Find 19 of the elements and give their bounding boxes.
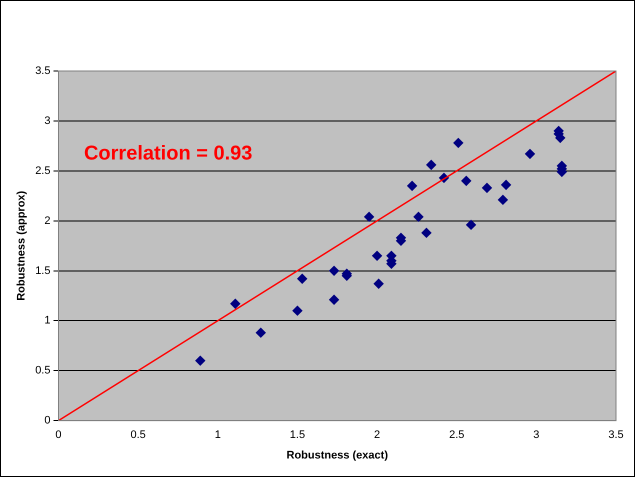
y-axis-title: Robustness (approx) [16,190,28,301]
y-tick-label: 2.5 [35,164,50,177]
x-tick-label: 1 [214,429,221,442]
y-tick-label: 3 [44,114,50,127]
y-tick-label: 3.5 [35,65,50,78]
x-tick-label: 0.5 [130,429,146,442]
y-tick-label: 1.5 [35,264,50,277]
y-tick-label: 1 [44,314,50,327]
x-tick-label: 2.5 [449,429,464,442]
y-tick-label: 0 [44,414,50,427]
y-tick-label: 2 [44,214,50,227]
x-tick-label: 3.5 [608,429,624,442]
x-tick-label: 3 [533,429,540,442]
annotation: Correlation = 0.93 [84,142,252,164]
x-tick-label: 0 [55,429,62,442]
x-tick-label: 1.5 [290,429,306,442]
y-tick-label: 0.5 [35,364,50,377]
x-axis-title: Robustness (exact) [286,449,388,462]
x-tick-label: 2 [374,429,380,442]
